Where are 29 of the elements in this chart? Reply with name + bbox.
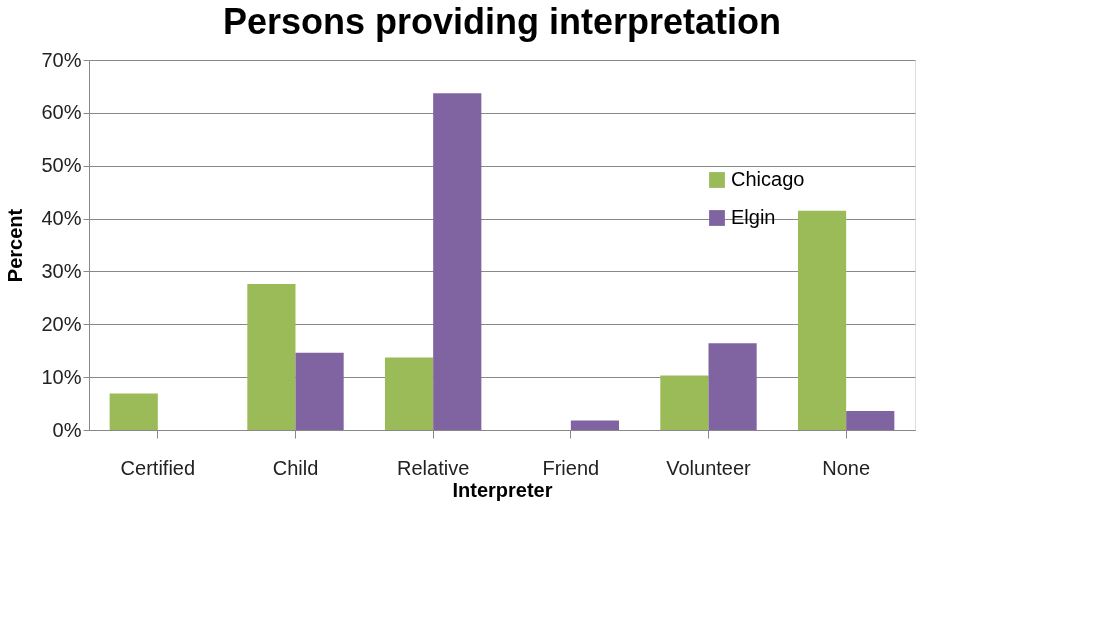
chart-title: Persons providing interpretation (222, 1, 782, 42)
x-tick-label: Child (272, 456, 319, 479)
bar (570, 420, 620, 430)
bar (708, 343, 757, 430)
bar (660, 375, 709, 430)
y-tick-label: 60% (41, 101, 82, 124)
x-tick-label: Certified (120, 456, 196, 479)
bar (384, 357, 434, 430)
bar (295, 352, 344, 430)
bar (433, 93, 482, 430)
y-tick-label: 0% (52, 418, 82, 441)
y-tick-label: 20% (41, 312, 82, 335)
legend-label: Chicago (731, 168, 805, 190)
y-tick-label: 50% (41, 154, 82, 177)
bar (846, 410, 895, 430)
x-tick-label: Volunteer (666, 456, 752, 479)
y-tick-label: 40% (41, 207, 82, 230)
y-tick-label: 70% (41, 48, 82, 71)
x-tick-label: None (822, 456, 871, 479)
x-tick-label: Friend (542, 456, 600, 479)
bar (797, 210, 847, 430)
y-tick-label: 30% (41, 259, 82, 282)
y-tick-label: 10% (41, 365, 82, 388)
bar (109, 393, 158, 430)
legend-label: Elgin (731, 206, 776, 228)
x-axis-title: Interpreter (452, 478, 553, 501)
y-axis-title: Percent (4, 208, 27, 283)
x-tick-label: Relative (397, 456, 470, 479)
bar (247, 284, 296, 430)
